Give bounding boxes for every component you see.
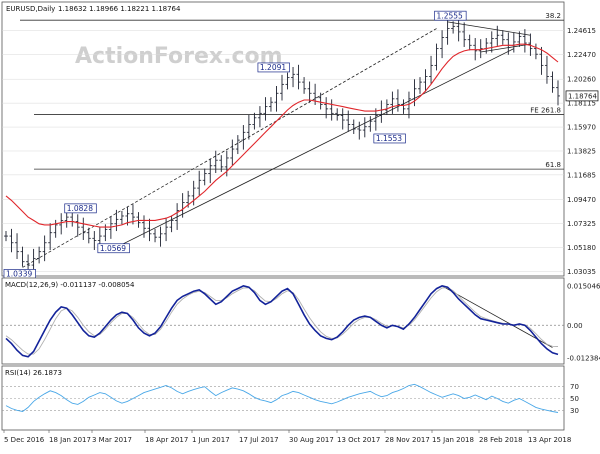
macd-line — [5, 285, 559, 358]
price-y-tick-label: 1.13825 — [567, 147, 596, 155]
price-y-tick-label: 1.07325 — [567, 220, 596, 228]
annotation-box — [257, 62, 290, 73]
x-tick-label: 15 Jan 2018 — [432, 436, 474, 444]
x-tick-label: 13 Oct 2017 — [337, 436, 380, 444]
support-trendline — [105, 48, 515, 254]
rsi-y-tick-label: 30 — [570, 407, 579, 415]
annotation-box — [434, 10, 467, 21]
annotation-label: 1.2555 — [437, 11, 463, 20]
rsi-title: RSI(14) 26.1873 — [5, 369, 62, 377]
macd-y-tick-label: 0.015046 — [567, 282, 600, 290]
rsi-line — [5, 383, 559, 413]
annotation-box — [97, 243, 130, 254]
sma-line — [5, 43, 559, 228]
x-tick-label: 5 Dec 2016 — [4, 436, 45, 444]
x-tick-label: 30 Aug 2017 — [289, 436, 334, 444]
x-axis-ticks: 5 Dec 2016 18 Jan 2017 3 Mar 2017 18 Apr 20… — [3, 430, 571, 444]
x-tick-label: 3 Mar 2017 — [92, 436, 132, 444]
rsi-y-ticks: 70 50 30 — [570, 383, 579, 415]
price-y-tick-label: 1.24615 — [567, 27, 596, 35]
rsi-gridlines — [2, 386, 564, 411]
price-y-tick-label: 1.20260 — [567, 76, 596, 84]
macd-y-tick-label: -0.012384 — [567, 354, 600, 362]
macd-trendline-line — [441, 285, 553, 348]
watermark: ActionForex.com — [75, 44, 283, 69]
price-y-tick-label: 1.03035 — [567, 268, 596, 276]
x-tick-label: 18 Apr 2017 — [145, 436, 188, 444]
macd-title: MACD(12,26,9) -0.011137 -0.008054 — [5, 281, 135, 289]
price-y-tick-label: 1.18115 — [567, 100, 596, 108]
annotation-label: 1.0569 — [100, 244, 126, 253]
price-y-ticks: 1.24615 1.22470 1.20260 1.18115 1.15970 1.138… — [567, 27, 596, 276]
last-price-tag-box — [565, 90, 599, 102]
annotation-label: 1.0828 — [67, 204, 93, 213]
annotation-box — [373, 133, 406, 144]
price-title: EURUSD,Daily — [6, 5, 55, 13]
price-ohlc: 1.18632 1.18966 1.18221 1.18764 — [58, 5, 181, 13]
macd-y-ticks: 0.015046 0.00 -0.012384 — [567, 282, 600, 362]
rsi-y-tick-label: 50 — [570, 395, 579, 403]
price-plot-frame — [1, 1, 565, 277]
x-tick-label: 1 Jun 2017 — [192, 436, 230, 444]
key-level-label: 61.8 — [545, 161, 561, 169]
macd-plot-frame — [1, 277, 565, 365]
price-trendlines — [22, 21, 531, 268]
last-price-tag: 1.18764 — [565, 90, 599, 102]
price-y-tick-label: 1.15970 — [567, 124, 596, 132]
annotation-label: 1.0339 — [6, 270, 32, 279]
x-tick-label: 13 Apr 2018 — [528, 436, 571, 444]
x-tick-label: 17 Jul 2017 — [239, 436, 279, 444]
price-y-tick-label: 1.09470 — [567, 196, 596, 204]
x-tick-label: 18 Jan 2017 — [49, 436, 91, 444]
rsi-series-group — [5, 383, 559, 413]
price-key-levels: 38.2 FE 261.8 61.8 — [20, 12, 564, 170]
last-price-tag-label: 1.18764 — [568, 92, 597, 100]
x-tick-label: 28 Feb 2018 — [479, 436, 523, 444]
price-gridlines — [2, 30, 564, 272]
price-panel: EURUSD,Daily 1.18632 1.18966 1.18221 1.1… — [1, 1, 599, 279]
x-tick-label: 28 Nov 2017 — [385, 436, 430, 444]
rsi-y-tick-label: 70 — [570, 383, 579, 391]
price-y-tick-label: 1.05180 — [567, 244, 596, 252]
rsi-plot-frame — [1, 365, 565, 431]
triangle-lower-line — [480, 43, 531, 53]
key-level-label: FE 261.8 — [530, 106, 561, 114]
annotation-box — [64, 203, 97, 214]
price-annotations: 1.0339 1.0828 1.0569 1.2091 1.1553 1.2555 — [3, 10, 467, 279]
price-series-group — [4, 19, 560, 275]
macd-panel: MACD(12,26,9) -0.011137 -0.008054 0.0150… — [1, 277, 600, 365]
macd-series-group — [5, 285, 559, 358]
price-y-tick-label: 1.22470 — [567, 51, 596, 59]
macd-trendline — [441, 285, 553, 348]
rsi-panel: RSI(14) 26.1873 70 50 30 — [1, 365, 579, 431]
triangle-upper-line — [447, 21, 531, 36]
macd-y-tick-label: 0.00 — [567, 322, 583, 330]
price-y-tick-label: 1.11685 — [567, 171, 596, 179]
annotation-label: 1.1553 — [376, 134, 402, 143]
key-level-label: 38.2 — [545, 12, 561, 20]
annotation-label: 1.2091 — [260, 63, 286, 72]
